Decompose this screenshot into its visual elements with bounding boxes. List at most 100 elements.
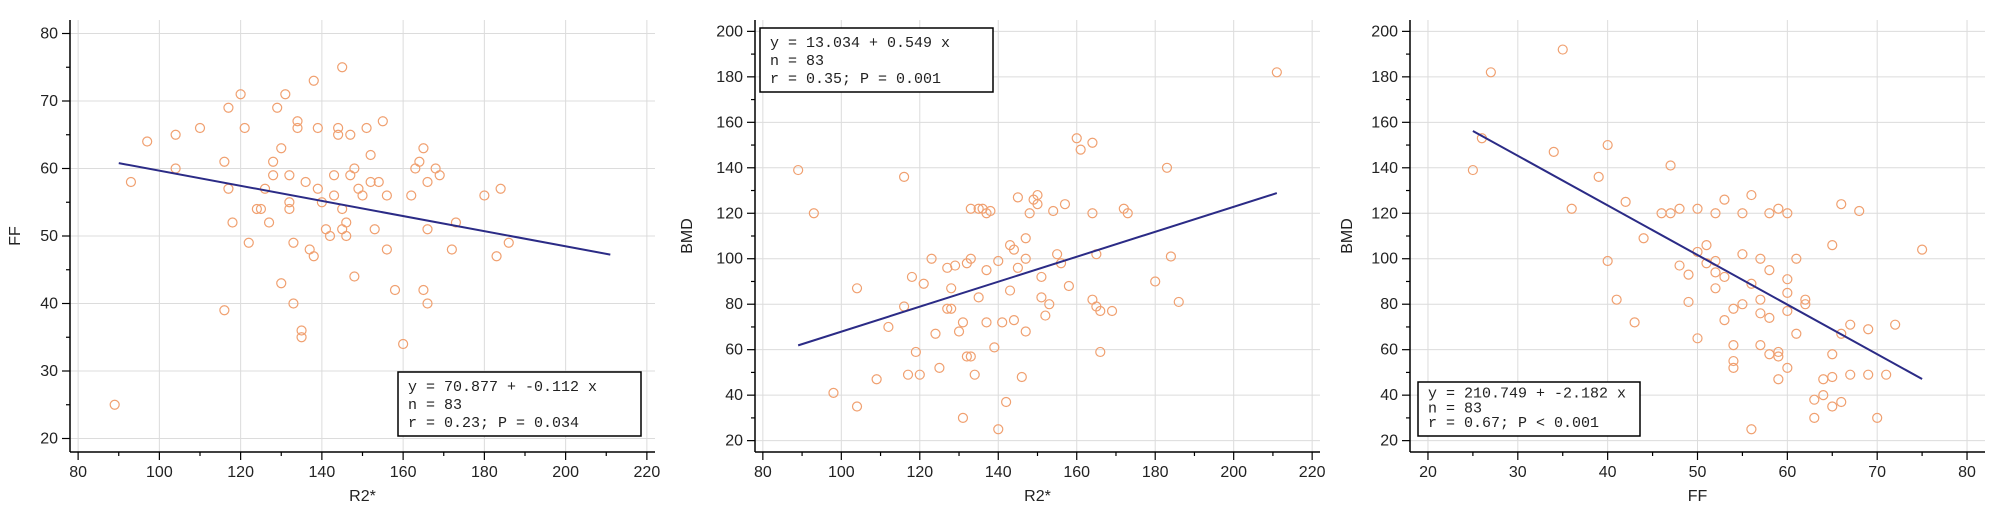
data-point xyxy=(793,164,804,176)
data-point xyxy=(1782,287,1793,298)
data-point xyxy=(292,122,303,134)
data-point xyxy=(1044,299,1055,310)
y-tick-label: 120 xyxy=(1371,205,1398,222)
data-point xyxy=(828,387,839,398)
data-point xyxy=(109,399,120,410)
data-point xyxy=(965,203,976,214)
data-point xyxy=(1020,326,1031,337)
data-point xyxy=(125,176,137,188)
data-point xyxy=(1791,328,1802,339)
data-point xyxy=(1656,208,1667,219)
data-point xyxy=(308,251,319,262)
data-point xyxy=(333,129,344,140)
data-point xyxy=(808,208,819,219)
regression-line xyxy=(797,192,1278,347)
data-point xyxy=(1036,292,1047,303)
data-point xyxy=(353,183,364,194)
data-point xyxy=(389,284,401,296)
y-tick-label: 20 xyxy=(1380,433,1398,450)
stats-box xyxy=(397,371,642,437)
y-tick-label: 100 xyxy=(1371,251,1398,268)
y-tick-label: 140 xyxy=(1371,160,1398,177)
data-point xyxy=(1737,208,1748,219)
data-point xyxy=(1746,278,1757,289)
data-point xyxy=(276,278,287,289)
data-point xyxy=(934,362,945,373)
data-point xyxy=(1665,160,1676,171)
data-point xyxy=(1809,412,1820,423)
y-tick-label: 160 xyxy=(716,114,743,131)
data-point xyxy=(1122,208,1133,219)
data-point xyxy=(337,62,348,73)
data-point xyxy=(320,224,332,235)
stats-line: r = 0.35; P = 0.001 xyxy=(770,71,941,88)
data-point xyxy=(1701,239,1712,251)
data-point xyxy=(1728,340,1739,351)
data-point xyxy=(1008,315,1020,326)
y-tick-label: 70 xyxy=(40,93,58,110)
data-point xyxy=(1719,271,1730,283)
data-point xyxy=(1710,283,1721,294)
data-point xyxy=(373,176,384,188)
data-point xyxy=(1674,260,1685,271)
data-point xyxy=(1674,203,1685,214)
data-point xyxy=(398,338,409,350)
y-tick-label: 20 xyxy=(40,431,58,448)
data-point xyxy=(223,183,234,194)
data-point xyxy=(361,122,372,134)
y-tick-label: 60 xyxy=(40,161,58,178)
x-tick-label: 30 xyxy=(1509,464,1527,481)
data-point xyxy=(1485,67,1496,78)
data-point xyxy=(450,217,462,228)
stats-box xyxy=(1417,381,1641,437)
y-axis-label: BMD xyxy=(679,218,696,254)
data-point xyxy=(997,317,1008,328)
y-axis-label: FF xyxy=(7,226,24,246)
y-tick-label: 80 xyxy=(40,26,58,43)
data-point xyxy=(1917,244,1928,255)
data-point xyxy=(965,351,976,362)
data-point xyxy=(1566,203,1577,214)
data-point xyxy=(1728,362,1739,373)
data-point xyxy=(1063,280,1074,292)
data-point xyxy=(1638,233,1649,244)
data-point xyxy=(243,237,254,248)
data-point xyxy=(1629,317,1640,328)
data-point xyxy=(1048,205,1059,217)
data-point xyxy=(1032,189,1043,201)
data-point xyxy=(1020,233,1031,244)
data-point xyxy=(1764,208,1775,219)
data-point xyxy=(365,149,376,161)
data-point xyxy=(918,278,929,289)
y-tick-label: 40 xyxy=(725,387,743,404)
data-point xyxy=(422,298,433,309)
data-point xyxy=(312,183,323,194)
data-point xyxy=(1611,294,1622,305)
data-point xyxy=(1782,305,1793,317)
data-point xyxy=(268,156,279,167)
data-point xyxy=(1620,196,1631,207)
data-point xyxy=(308,75,319,86)
data-point xyxy=(1773,374,1784,385)
x-tick-label: 200 xyxy=(1220,464,1247,481)
data-point xyxy=(288,237,299,248)
data-point xyxy=(170,129,181,140)
data-point xyxy=(1692,333,1703,344)
data-point xyxy=(973,292,984,303)
x-tick-label: 200 xyxy=(552,464,579,481)
data-point xyxy=(296,325,307,336)
data-point xyxy=(957,317,969,328)
x-axis-label: FF xyxy=(1688,488,1708,505)
y-tick-label: 80 xyxy=(1380,296,1398,313)
data-point xyxy=(1012,192,1023,203)
data-point xyxy=(1106,305,1118,317)
data-point xyxy=(1728,303,1739,314)
data-point xyxy=(1746,424,1757,435)
data-point xyxy=(223,102,234,113)
data-point xyxy=(981,265,992,276)
data-point xyxy=(930,328,941,339)
data-point xyxy=(345,170,356,181)
data-point xyxy=(965,253,976,264)
x-tick-label: 140 xyxy=(985,464,1012,481)
data-point xyxy=(981,317,992,328)
